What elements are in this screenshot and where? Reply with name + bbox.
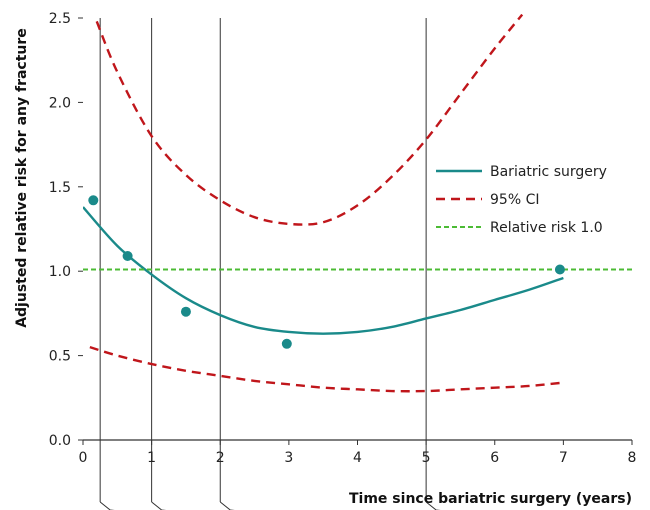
x-tick-label: 8 <box>628 450 637 466</box>
data-point <box>88 195 98 205</box>
series-lines <box>83 15 632 392</box>
x-tick-label: 4 <box>353 450 362 466</box>
x-tick-label: 0 <box>79 450 88 466</box>
legend-label: 95% CI <box>490 192 539 208</box>
y-ticks: 0.0 0.5 1.0 1.5 2.0 2.5 <box>49 11 83 449</box>
x-tick-label: 5 <box>422 450 431 466</box>
y-tick-label: 1.0 <box>49 264 71 280</box>
vertical-line-connector <box>100 502 128 510</box>
y-tick-label: 2.0 <box>49 95 71 111</box>
y-tick-label: 0.0 <box>49 433 71 449</box>
data-point <box>555 265 565 275</box>
x-tick-label: 2 <box>216 450 225 466</box>
legend: Bariatric surgery 95% CI Relative risk 1.0 <box>436 164 607 236</box>
data-point <box>123 251 133 261</box>
ci-line <box>90 347 564 391</box>
x-ticks: 0 1 2 3 4 5 6 7 8 <box>79 440 637 466</box>
y-axis-title: Adjusted relative risk for any fracture <box>14 28 30 328</box>
vertical-line-connector <box>152 502 180 510</box>
vertical-line-connector <box>220 502 248 510</box>
vertical-reference-lines <box>100 18 454 510</box>
data-point <box>282 339 292 349</box>
data-point <box>181 307 191 317</box>
x-tick-label: 1 <box>147 450 156 466</box>
y-tick-label: 0.5 <box>49 349 71 365</box>
x-tick-label: 7 <box>559 450 568 466</box>
legend-label: Relative risk 1.0 <box>490 220 603 236</box>
x-axis-title: Time since bariatric surgery (years) <box>349 491 632 507</box>
x-tick-label: 3 <box>284 450 293 466</box>
y-tick-label: 2.5 <box>49 11 71 27</box>
x-tick-label: 6 <box>490 450 499 466</box>
ci-line <box>97 15 522 225</box>
legend-label: Bariatric surgery <box>490 164 607 180</box>
data-points <box>88 195 565 348</box>
y-tick-label: 1.5 <box>49 180 71 196</box>
